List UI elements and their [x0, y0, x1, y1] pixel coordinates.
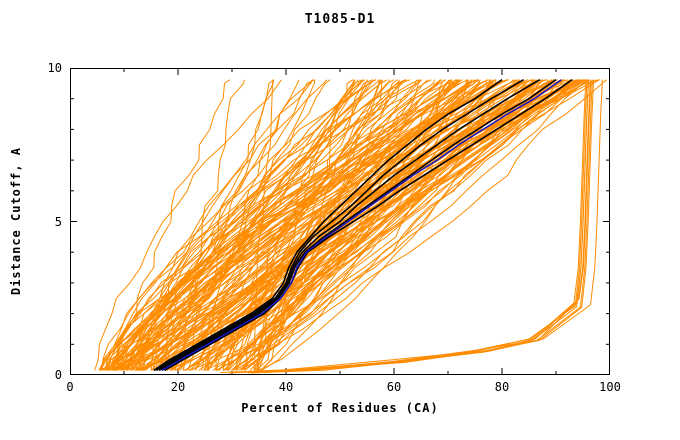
y-tick-label-0: 0 [54, 368, 62, 382]
x-tick-label-80: 80 [494, 380, 510, 394]
y-axis-label: Distance Cutoff, A [9, 146, 23, 296]
x-axis-label: Percent of Residues (CA) [241, 401, 439, 415]
x-tick-label-100: 100 [599, 380, 621, 394]
x-tick-label-20: 20 [170, 380, 186, 394]
x-tick-label-0: 0 [66, 380, 74, 394]
chart-title: T1085-D1 [304, 12, 376, 27]
y-tick-label-10: 10 [47, 61, 62, 75]
x-tick-label-60: 60 [386, 380, 402, 394]
plot-area [70, 68, 610, 375]
y-tick-label-5: 5 [54, 214, 62, 229]
x-tick-label-40: 40 [278, 380, 294, 394]
